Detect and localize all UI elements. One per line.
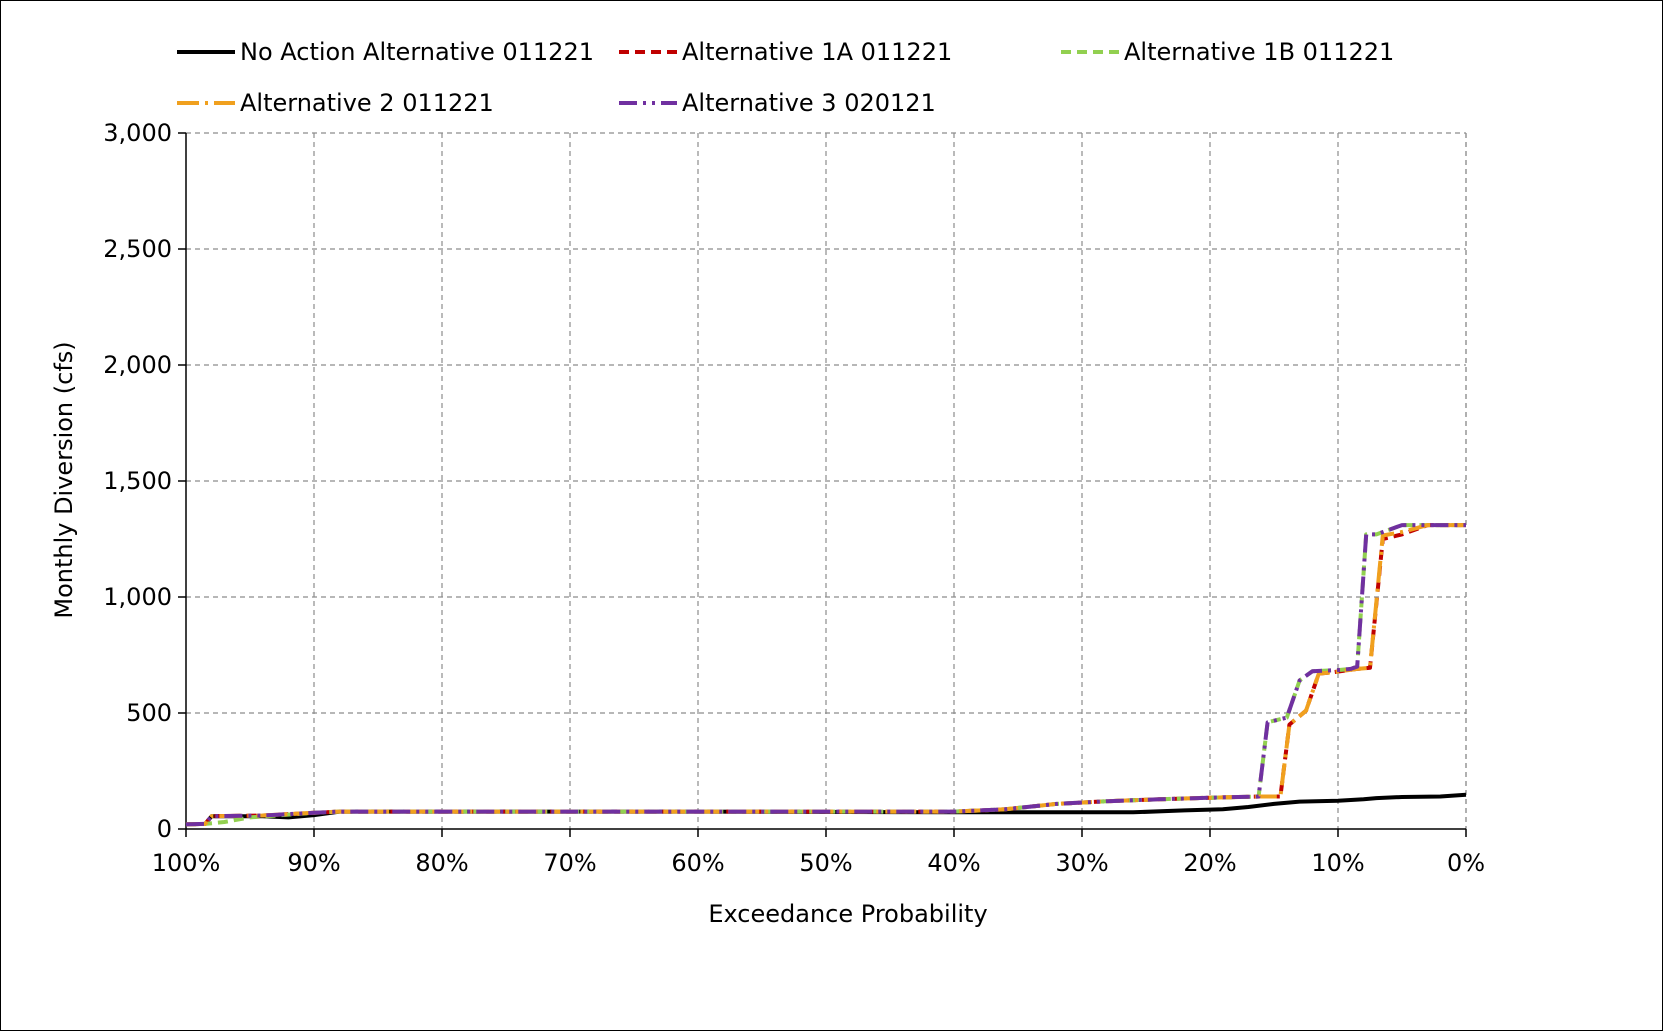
x-tick-label: 50% — [799, 849, 852, 877]
legend-item-4: Alternative 2 011221 — [177, 89, 494, 117]
legend-label: Alternative 1B 011221 — [1124, 38, 1394, 66]
x-tick-label: 90% — [287, 849, 340, 877]
series-line-5 — [185, 523, 1466, 827]
y-tick-label: 0 — [157, 815, 172, 843]
y-tick-label: 2,500 — [103, 235, 172, 263]
x-tick-label: 70% — [543, 849, 596, 877]
x-axis-title: Exceedance Probability — [708, 900, 987, 928]
x-tick-label: 80% — [415, 849, 468, 877]
legend-item-2: Alternative 1A 011221 — [619, 38, 952, 66]
x-tick-label: 10% — [1311, 849, 1364, 877]
x-tick-label: 0% — [1447, 849, 1485, 877]
y-tick-label: 1,000 — [103, 583, 172, 611]
y-tick-label: 1,500 — [103, 467, 172, 495]
x-tick-label: 20% — [1183, 849, 1236, 877]
legend-label: No Action Alternative 011221 — [240, 38, 594, 66]
x-tick-label: 100% — [152, 849, 221, 877]
legend-item-1: No Action Alternative 011221 — [177, 38, 594, 66]
y-tick-label: 2,000 — [103, 351, 172, 379]
y-axis-title: Monthly Diversion (cfs) — [50, 341, 78, 618]
grid-lines — [186, 132, 1467, 829]
x-tick-label: 60% — [671, 849, 724, 877]
legend-label: Alternative 2 011221 — [240, 89, 494, 117]
y-tick-label: 3,000 — [103, 119, 172, 147]
legend: No Action Alternative 011221 Alternative … — [177, 38, 1394, 117]
legend-label: Alternative 3 020121 — [682, 89, 936, 117]
x-tick-label: 30% — [1055, 849, 1108, 877]
legend-label: Alternative 1A 011221 — [682, 38, 952, 66]
x-tick-label: 40% — [927, 849, 980, 877]
tick-labels: 0 500 1,000 1,500 2,000 2,500 3,000 100% 90% 80% 7… — [103, 119, 1485, 877]
y-tick-label: 500 — [126, 699, 172, 727]
axes — [178, 132, 1467, 837]
series-lines — [185, 523, 1467, 827]
legend-item-3: Alternative 1B 011221 — [1061, 38, 1394, 66]
legend-item-5: Alternative 3 020121 — [619, 89, 936, 117]
